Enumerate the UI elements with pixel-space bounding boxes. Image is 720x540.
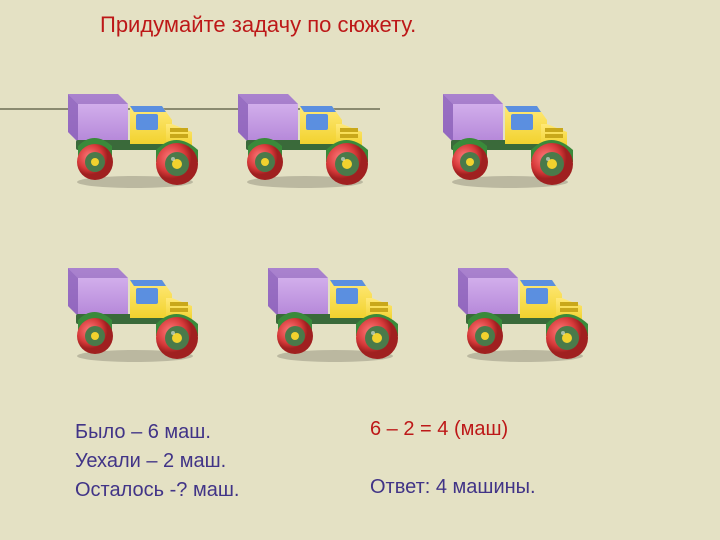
- problem-line-3: Осталось -? маш.: [75, 476, 239, 505]
- truck-2: [230, 84, 380, 189]
- truck-3: [435, 84, 585, 189]
- truck-1: [60, 84, 210, 189]
- problem-line-1: Было – 6 маш.: [75, 418, 239, 447]
- truck-4: [60, 258, 210, 363]
- page-title: Придумайте задачу по сюжету.: [100, 12, 416, 38]
- answer-text: Ответ: 4 машины.: [370, 476, 536, 499]
- problem-text: Было – 6 маш. Уехали – 2 маш. Осталось -…: [75, 418, 239, 505]
- calculation-text: 6 – 2 = 4 (маш): [370, 418, 508, 441]
- problem-line-2: Уехали – 2 маш.: [75, 447, 239, 476]
- truck-6: [450, 258, 600, 363]
- truck-5: [260, 258, 410, 363]
